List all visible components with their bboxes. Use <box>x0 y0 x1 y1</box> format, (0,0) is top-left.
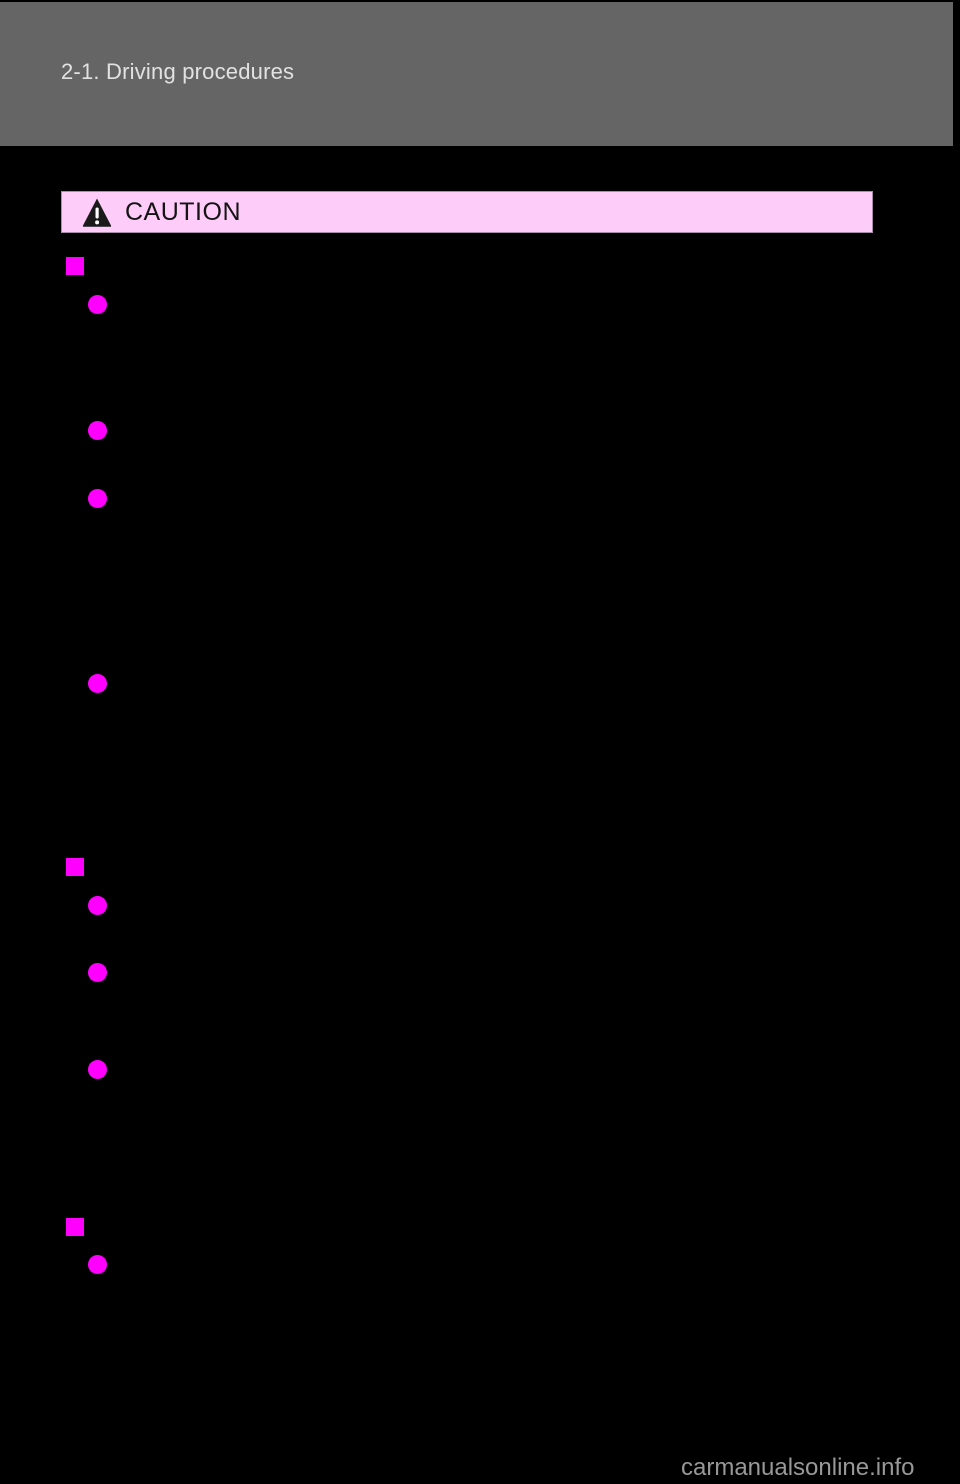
caution-label: CAUTION <box>125 197 241 226</box>
list-bullet-circle <box>88 489 107 508</box>
list-bullet-circle <box>88 1255 107 1274</box>
section-marker-square <box>66 1218 84 1236</box>
list-bullet-circle <box>88 674 107 693</box>
list-bullet-circle <box>88 1060 107 1079</box>
caution-banner: CAUTION <box>61 191 873 233</box>
list-bullet-circle <box>88 896 107 915</box>
list-bullet-circle <box>88 421 107 440</box>
section-marker-square <box>66 858 84 876</box>
section-marker-square <box>66 257 84 275</box>
chapter-header-bar: 2-1. Driving procedures <box>0 2 953 146</box>
list-bullet-circle <box>88 963 107 982</box>
warning-triangle-icon <box>82 198 112 227</box>
breadcrumb: 2-1. Driving procedures <box>61 59 295 84</box>
watermark: carmanualsonline.info <box>681 1454 915 1481</box>
list-bullet-circle <box>88 295 107 314</box>
